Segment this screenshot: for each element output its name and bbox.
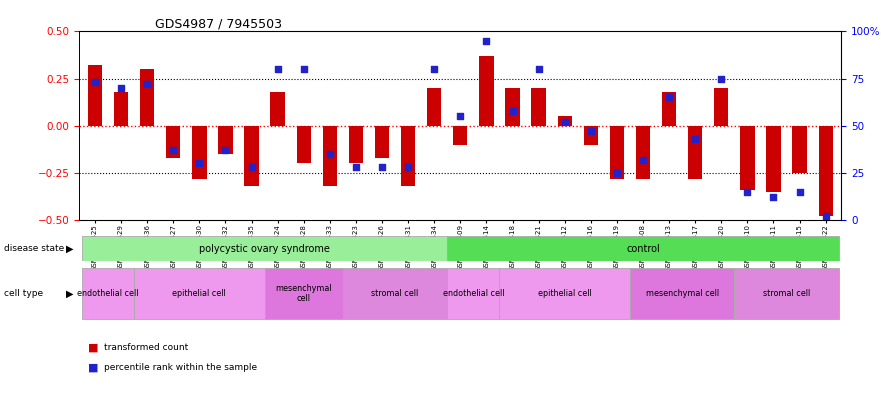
Bar [134,268,264,319]
Point [245,164,259,171]
Point [349,164,363,171]
Point [688,136,702,142]
Point [506,108,520,114]
Point [88,79,102,86]
Text: transformed count: transformed count [104,343,189,352]
Bar [766,126,781,192]
Point [584,128,598,134]
Bar [192,126,206,178]
Bar [401,126,415,186]
Text: ▶: ▶ [65,289,73,299]
Bar [88,65,102,126]
Bar [82,268,134,319]
Bar [630,268,735,319]
Bar [688,126,702,178]
Text: epithelial cell: epithelial cell [537,289,591,298]
Point [766,194,781,200]
Bar [166,126,181,158]
Bar [140,69,154,126]
Text: mesenchymal
cell: mesenchymal cell [276,284,332,303]
Point [322,151,337,157]
Bar [500,268,630,319]
Bar [735,268,839,319]
Point [740,189,754,195]
Point [636,156,650,163]
Bar [374,126,389,158]
Bar [662,92,677,126]
Bar [558,116,572,126]
Point [218,147,233,153]
Bar [427,88,441,126]
Bar [506,88,520,126]
Bar [792,126,807,173]
Text: control: control [626,244,660,253]
Bar [349,126,363,163]
Bar [114,92,129,126]
Bar [218,126,233,154]
Text: endothelial cell: endothelial cell [78,289,138,298]
Point [167,147,181,153]
Point [140,81,154,87]
Point [531,66,545,72]
Text: polycystic ovary syndrome: polycystic ovary syndrome [199,244,330,253]
Bar [270,92,285,126]
Text: ▶: ▶ [65,244,73,254]
Text: mesenchymal cell: mesenchymal cell [646,289,719,298]
Point [558,119,572,125]
Bar [448,268,500,319]
Text: stromal cell: stromal cell [372,289,418,298]
Bar [531,88,546,126]
Text: epithelial cell: epithelial cell [173,289,226,298]
Bar [244,126,259,186]
Point [114,85,128,91]
Text: endothelial cell: endothelial cell [442,289,504,298]
Bar [479,56,493,126]
Bar [82,236,448,261]
Text: cell type: cell type [4,290,43,298]
Point [192,160,206,167]
Point [662,94,676,101]
Bar [448,236,839,261]
Text: ■: ■ [88,343,99,353]
Text: stromal cell: stromal cell [763,289,811,298]
Bar [322,126,337,186]
Bar [740,126,755,190]
Point [270,66,285,72]
Point [610,170,624,176]
Point [818,213,833,219]
Bar [453,126,468,145]
Bar [297,126,311,163]
Bar [714,88,729,126]
Text: disease state: disease state [4,244,64,253]
Point [714,75,729,82]
Point [479,38,493,44]
Point [297,66,311,72]
Point [427,66,441,72]
Bar [636,126,650,178]
Bar [583,126,598,145]
Text: GDS4987 / 7945503: GDS4987 / 7945503 [155,17,283,30]
Text: ■: ■ [88,362,99,373]
Point [453,113,467,119]
Point [793,189,807,195]
Bar [818,126,833,216]
Text: percentile rank within the sample: percentile rank within the sample [104,363,257,372]
Bar [343,268,448,319]
Point [375,164,389,171]
Point [401,164,415,171]
Bar [610,126,624,178]
Bar [264,268,343,319]
